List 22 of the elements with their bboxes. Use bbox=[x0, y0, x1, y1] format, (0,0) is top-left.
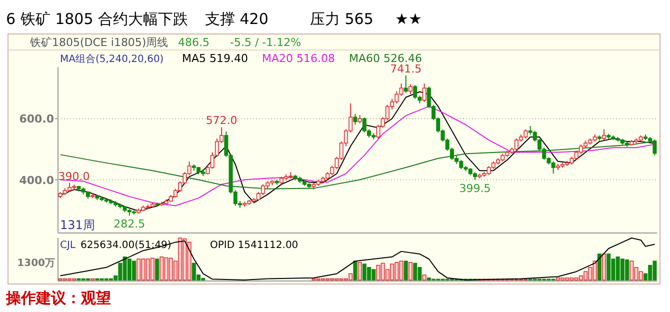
chart-title: 6 铁矿 1805 合约大幅下跌 bbox=[6, 10, 188, 28]
text: 486.5 bbox=[178, 36, 210, 49]
y-tick-label: 400.0 bbox=[19, 174, 54, 187]
text: 压力 565 bbox=[310, 10, 374, 28]
text: 操作建议：观望 bbox=[5, 289, 111, 307]
text: -5.5 / -1.12% bbox=[230, 36, 302, 49]
annotation: 399.5 bbox=[459, 182, 491, 195]
annotation: 572.0 bbox=[206, 114, 238, 128]
chart-subtitle: 铁矿1805(DCE i1805)周线 bbox=[29, 36, 168, 49]
annotation: 282.5 bbox=[114, 218, 146, 231]
text: 支撑 420 bbox=[205, 10, 268, 28]
annotation: 131周 bbox=[60, 218, 95, 232]
annotation: 390.0 bbox=[58, 170, 90, 183]
text: 1300万 bbox=[17, 258, 55, 269]
y-tick-label: 600.0 bbox=[19, 112, 54, 126]
text: MA5 519.40 bbox=[182, 52, 248, 65]
annotation: 741.5 bbox=[390, 62, 422, 76]
text: MA20 516.08 bbox=[262, 52, 335, 65]
text: MA组合(5,240,20,60) bbox=[60, 53, 164, 65]
text: MA60 526.46 bbox=[349, 52, 422, 65]
text: ★★ bbox=[395, 10, 422, 28]
annotation: OPID 1541112.00 bbox=[210, 240, 298, 251]
